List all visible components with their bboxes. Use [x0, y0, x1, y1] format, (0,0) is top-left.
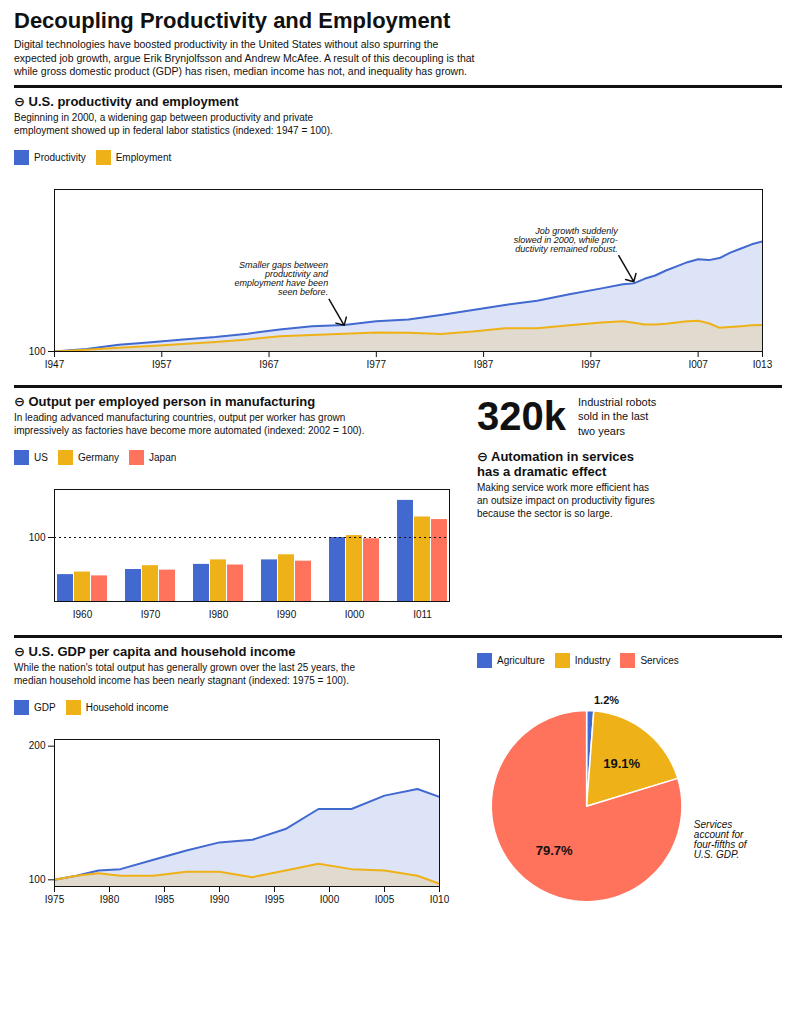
html-text:Agriculture: Agriculture — [497, 654, 545, 666]
html-text:⊖ Output per employed person i: ⊖ Output per employed person in manufact… — [14, 393, 316, 409]
html-text:GDP: GDP — [34, 701, 56, 713]
html-text:Germany: Germany — [77, 451, 119, 463]
svg-text:I967: I967 — [259, 359, 279, 370]
svg-text:I947: I947 — [45, 359, 65, 370]
svg-text:I980: I980 — [100, 894, 120, 905]
svg-text:I000: I000 — [345, 609, 365, 620]
svg-text:100: 100 — [29, 346, 46, 357]
html-text:Productivity: Productivity — [34, 151, 86, 163]
html-text:Industrial robots sold in the: Industrial robots sold in the last two y… — [578, 396, 657, 437]
html-text:⊖ U.S. productivity and employ: ⊖ U.S. productivity and employment — [14, 93, 239, 109]
svg-text:200: 200 — [29, 740, 46, 751]
svg-text:I997: I997 — [581, 359, 601, 370]
html-text:Household income: Household income — [85, 701, 169, 713]
svg-text:I990: I990 — [210, 894, 230, 905]
svg-text:100: 100 — [29, 532, 46, 543]
svg-text:I985: I985 — [155, 894, 175, 905]
svg-text:Job growth suddenlyslowed in 2: Job growth suddenlyslowed in 2000, while… — [514, 226, 619, 254]
html-text:Employment: Employment — [115, 151, 172, 163]
html-text:⊖ U.S. GDP per capita and hous: ⊖ U.S. GDP per capita and household inco… — [14, 643, 296, 659]
html-text:In leading advanced manufactur: In leading advanced manufacturing countr… — [14, 411, 365, 436]
svg-text:I957: I957 — [152, 359, 172, 370]
svg-text:I990: I990 — [277, 609, 297, 620]
svg-text:I970: I970 — [141, 609, 161, 620]
svg-text:I975: I975 — [45, 894, 65, 905]
html-text:Making service work more effic: Making service work more efficient has a… — [477, 481, 655, 519]
html-text:Digital technologies have boos: Digital technologies have boosted produc… — [14, 38, 475, 78]
html-text:Industry: Industry — [574, 654, 611, 666]
svg-text:I980: I980 — [209, 609, 229, 620]
svg-text:I987: I987 — [474, 359, 494, 370]
html-text:US: US — [34, 451, 48, 463]
html-text:Japan: Japan — [149, 451, 177, 463]
svg-text:I013: I013 — [753, 359, 773, 370]
svg-text:I000: I000 — [320, 894, 340, 905]
svg-text:79.7%: 79.7% — [536, 843, 573, 858]
svg-text:I010: I010 — [430, 894, 450, 905]
svg-text:I005: I005 — [375, 894, 395, 905]
html-text:Beginning in 2000, a widening: Beginning in 2000, a widening gap betwee… — [14, 111, 333, 136]
html-text:⊖ Automation in services has a: ⊖ Automation in services has a dramatic … — [477, 448, 635, 479]
svg-text:Servicesaccount forfour-fifths: Servicesaccount forfour-fifths ofU.S. GD… — [694, 819, 748, 860]
html-text:Services: Services — [640, 654, 679, 666]
svg-text:I977: I977 — [367, 359, 387, 370]
html-text:Decoupling Productivity and Em: Decoupling Productivity and Employment — [14, 8, 451, 33]
svg-text:I960: I960 — [73, 609, 93, 620]
svg-text:I007: I007 — [688, 359, 708, 370]
svg-text:100: 100 — [29, 874, 46, 885]
svg-text:I011: I011 — [413, 609, 432, 620]
svg-text:I995: I995 — [265, 894, 285, 905]
svg-text:Smaller gaps betweenproductivi: Smaller gaps betweenproductivity andempl… — [235, 260, 330, 297]
svg-text:19.1%: 19.1% — [603, 756, 640, 771]
html-text:While the nation's total outpu: While the nation's total output has gene… — [14, 661, 355, 686]
html-text:320k: 320k — [477, 393, 566, 438]
svg-text:1.2%: 1.2% — [594, 694, 619, 706]
